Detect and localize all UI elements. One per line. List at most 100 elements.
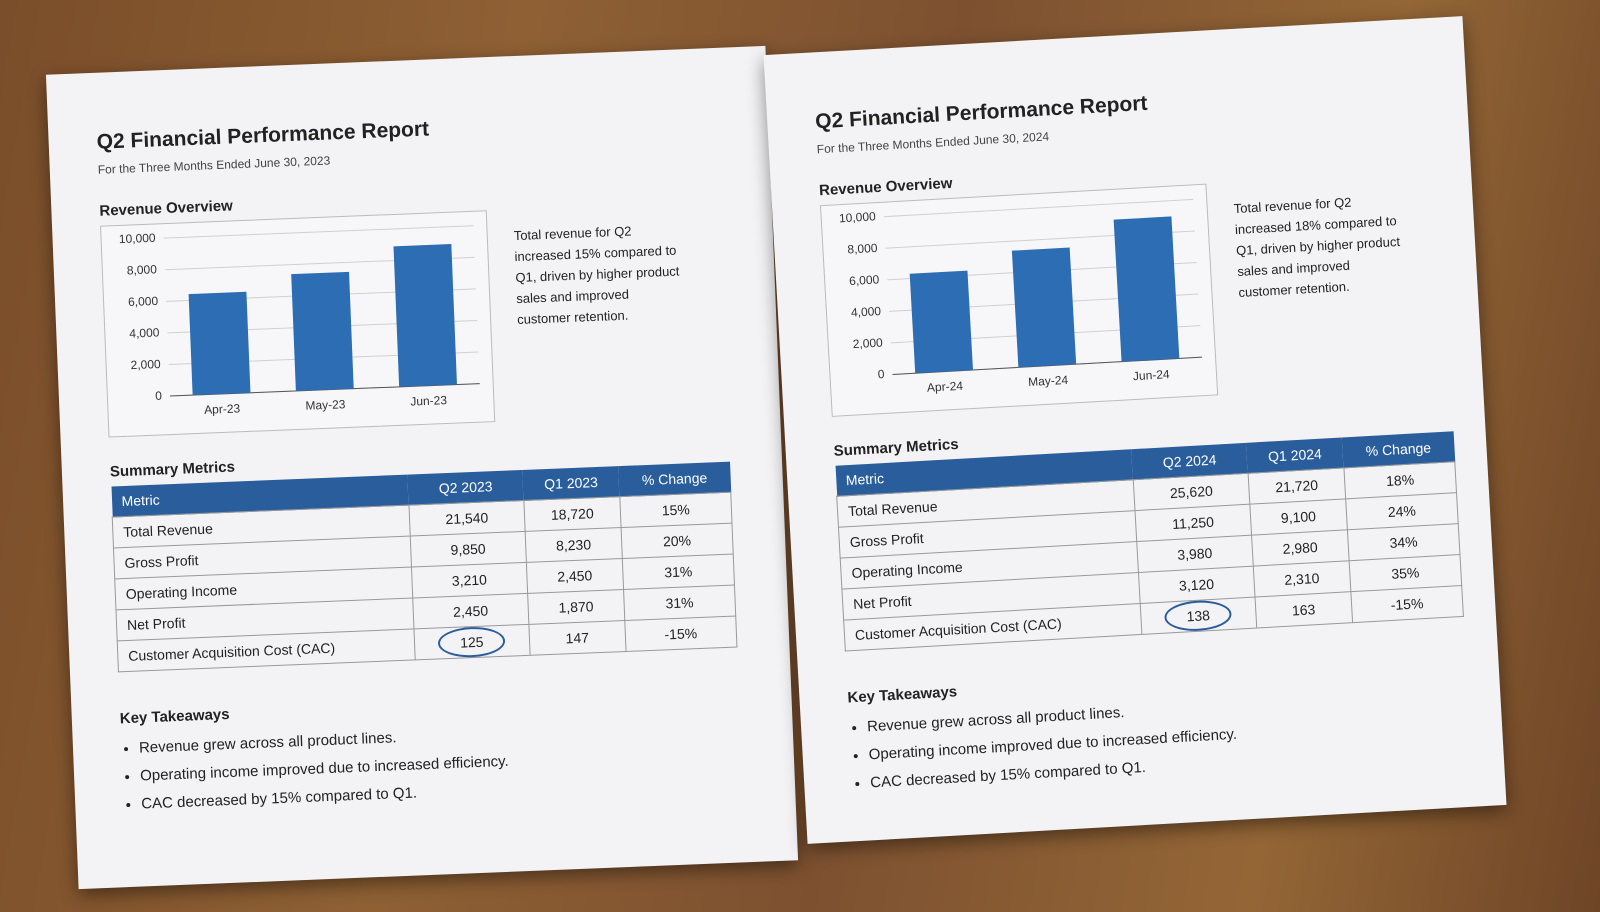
table-cell: 20% [620, 523, 734, 559]
table-cell: -15% [624, 616, 737, 652]
y-tick-label: 10,000 [839, 209, 877, 225]
cell-text: Operating Income [125, 581, 238, 602]
table-cell: 8,230 [524, 527, 623, 563]
metrics-table: Metric Q2 2023 Q1 2023% Change Total Revenu… [111, 461, 738, 673]
bar-chart: 0 2,000 4,000 6,000 8,000 10,000 Apr-23 May-23 J… [119, 225, 480, 417]
y-tick-label: 0 [155, 389, 163, 403]
cell-text: Net Profit [852, 592, 912, 612]
y-tick-label: 2,000 [130, 357, 161, 372]
cell-text: 3,980 [1176, 544, 1213, 563]
table-cell: -15% [1350, 585, 1464, 623]
y-tick-label: 0 [877, 367, 885, 381]
table-cell: 2,450 [526, 558, 624, 594]
y-tick-label: 10,000 [119, 231, 157, 246]
bar-chart: 0 2,000 4,000 6,000 8,000 10,000 Apr-24 May-24 J… [839, 198, 1203, 395]
commentary: Total revenue for Q2 increased 18% compa… [1233, 194, 1401, 300]
table-cell: 31% [622, 554, 735, 590]
y-tick-label: 6,000 [128, 294, 159, 309]
cell-text: Gross Profit [849, 529, 925, 551]
cell-text: 31% [663, 563, 693, 581]
column-header: Q1 2023 [522, 466, 620, 501]
metrics-table: Metric Q2 2024 Q1 2024% Change Total Revenu… [835, 431, 1464, 652]
takeaway-list: Revenue grew across all product lines.Op… [121, 710, 748, 819]
cell-text: -15% [1390, 595, 1424, 613]
table-cell: 21,540 [408, 500, 525, 537]
cell-text: 8,230 [555, 536, 592, 554]
cell-text: 2,310 [1283, 569, 1320, 588]
column-header: % Change [618, 461, 731, 497]
table-cell: 1,870 [527, 589, 625, 625]
table-cell: 31% [623, 585, 736, 621]
y-tick-label: 8,000 [127, 262, 158, 277]
cell-text: 2,450 [556, 567, 593, 585]
bar [909, 270, 973, 374]
cell-text: 2,450 [452, 602, 489, 620]
chart-row: 0 2,000 4,000 6,000 8,000 10,000 Apr-23 May-23 J… [100, 201, 732, 438]
table-cell: 3,210 [411, 562, 528, 598]
table-cell: 18,720 [523, 496, 621, 532]
bar [188, 291, 251, 396]
x-tick-label: Apr-23 [204, 401, 241, 416]
cell-text: 163 [1291, 601, 1316, 619]
grid-line [163, 225, 474, 239]
x-tick-label: May-24 [1028, 373, 1069, 389]
table-cell: 9,850 [410, 531, 527, 568]
grid-line [883, 198, 1194, 218]
cell-text: 21,720 [1274, 476, 1319, 496]
y-tick-label: 4,000 [129, 325, 160, 340]
bar [1011, 247, 1077, 368]
cell-text: 125 [437, 625, 507, 659]
cell-text: 9,100 [1280, 508, 1317, 526]
cell-text: Gross Profit [124, 552, 199, 572]
table-cell: 2,450 [412, 593, 529, 629]
cell-text: 21,540 [445, 509, 489, 528]
cell-text: 3,210 [451, 571, 488, 589]
chart-row: 0 2,000 4,000 6,000 8,000 10,000 Apr-24 May-24 J… [819, 172, 1435, 417]
cell-text: Operating Income [851, 558, 964, 582]
cell-text: 35% [1390, 564, 1420, 582]
cell-text: 11,250 [1171, 513, 1215, 533]
cell-text: 9,850 [450, 540, 486, 558]
cell-text: Customer Acquisition Cost (CAC) [128, 639, 336, 664]
x-tick-label: Jun-24 [1133, 367, 1171, 383]
cell-text: 31% [665, 594, 694, 612]
bar [393, 244, 457, 387]
table-cell: 125 [413, 624, 530, 660]
cell-text: Total Revenue [123, 520, 214, 541]
cell-text: 18% [1385, 471, 1415, 490]
table-cell: 147 [528, 620, 626, 656]
y-tick-label: 4,000 [851, 304, 882, 320]
cell-text: 24% [1387, 502, 1417, 521]
cell-text: 18,720 [550, 505, 594, 523]
cell-text: 25,620 [1169, 482, 1214, 502]
y-tick-label: 8,000 [847, 241, 878, 257]
cell-text: 20% [662, 532, 692, 550]
bar [1113, 216, 1180, 362]
cell-text: Total Revenue [847, 498, 938, 520]
report-page: Q2 Financial Performance Report For the T… [45, 45, 799, 890]
report-page: Q2 Financial Performance Report For the T… [763, 16, 1507, 844]
table-cell: 138 [1139, 597, 1257, 635]
x-tick-label: Jun-23 [410, 393, 448, 408]
cell-text: 147 [565, 629, 590, 647]
cell-text: 3,120 [1178, 575, 1215, 594]
bar [291, 271, 354, 391]
x-tick-label: May-23 [305, 397, 346, 413]
table-cell: 163 [1254, 591, 1353, 629]
x-tick-label: Apr-24 [927, 379, 964, 395]
cell-text: 138 [1163, 598, 1233, 633]
cell-text: 34% [1389, 533, 1419, 551]
y-tick-label: 6,000 [849, 272, 880, 288]
column-header: Q2 2023 [407, 469, 524, 506]
cell-text: 1,870 [558, 598, 594, 616]
cell-text: Customer Acquisition Cost (CAC) [854, 615, 1063, 643]
cell-text: -15% [664, 625, 698, 643]
table-cell: 15% [619, 492, 732, 528]
y-tick-label: 2,000 [852, 336, 883, 352]
commentary: Total revenue for Q2 increased 15% compa… [513, 223, 680, 328]
cell-text: 15% [661, 501, 691, 519]
cell-text: Net Profit [126, 614, 186, 633]
chart-box: 0 2,000 4,000 6,000 8,000 10,000 Apr-23 May-23 J… [100, 210, 496, 438]
chart-box: 0 2,000 4,000 6,000 8,000 10,000 Apr-24 May-24 J… [819, 183, 1219, 417]
